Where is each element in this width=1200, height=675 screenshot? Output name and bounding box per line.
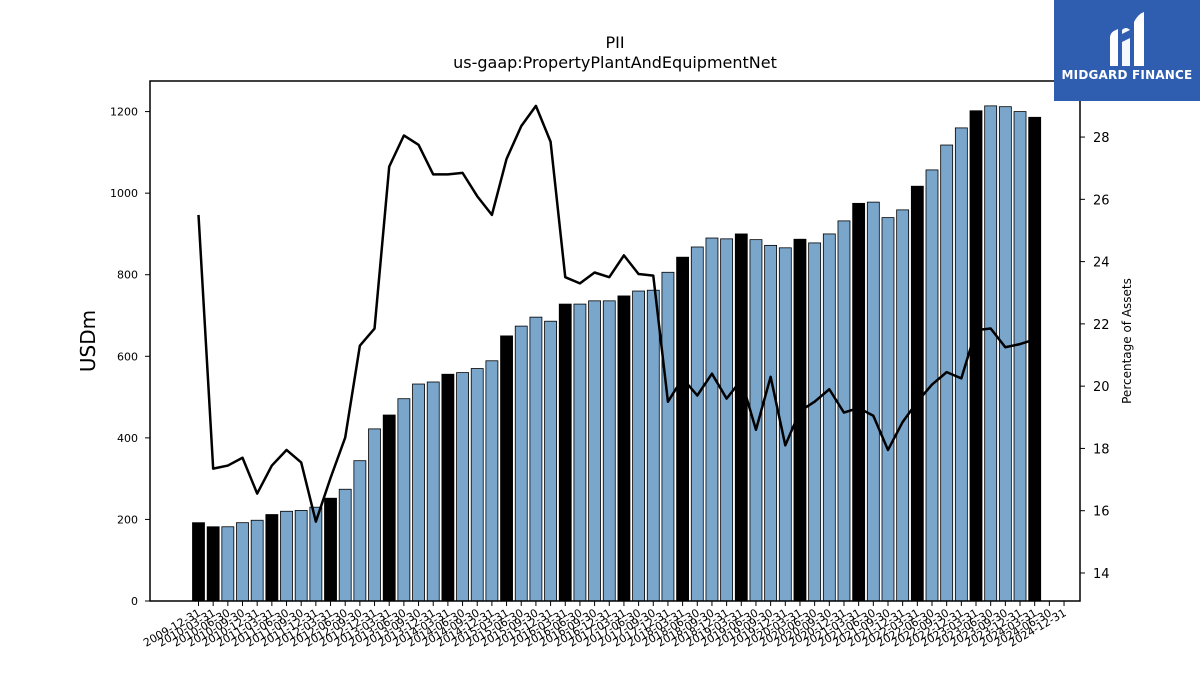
y2-tick-label: 28 (1093, 131, 1110, 146)
plot-frame (149, 80, 1081, 602)
bar-2011-03-31 (265, 514, 279, 602)
midgard-finance-logo: MIDGARD FINANCE (1054, 0, 1200, 101)
bar-2023-09-30 (998, 106, 1012, 602)
bar-2014-03-31 (441, 373, 455, 602)
bar-2016-12-31 (602, 300, 616, 602)
bar-2016-06-30 (573, 303, 587, 602)
bar-2021-03-31 (852, 202, 866, 602)
bar-2018-03-31 (676, 256, 690, 602)
left-axis: 0 200 400 600 800 1000 1200 (110, 106, 150, 608)
chart-subtitle: us-gaap:PropertyPlantAndEquipmentNet (453, 53, 777, 72)
bar-2010-09-30 (236, 522, 249, 602)
logo-text: MIDGARD FINANCE (1061, 68, 1193, 82)
bar-2010-03-31 (206, 526, 220, 602)
bar-2009-12-31 (192, 522, 205, 602)
bar-2023-03-31 (969, 110, 983, 602)
bar-2021-06-30 (866, 201, 880, 602)
y2-tick-label: 26 (1093, 193, 1110, 208)
y2-tick-label: 16 (1093, 505, 1110, 520)
bar-2014-09-30 (470, 368, 484, 602)
y-tick-label: 400 (117, 432, 138, 445)
y-tick-label: 200 (117, 513, 138, 526)
bar-2016-03-31 (558, 303, 572, 602)
y2-tick-label: 22 (1093, 318, 1110, 333)
bar-2013-03-31 (382, 414, 396, 602)
bar-2021-12-31 (896, 209, 910, 602)
y-axis-label: USDm (76, 310, 100, 372)
bar-2015-06-30 (514, 325, 528, 602)
y-tick-label: 1200 (110, 106, 138, 119)
bar-2018-12-31 (720, 238, 734, 602)
bar-2018-09-30 (705, 237, 719, 602)
bar-2024-03-31 (1028, 116, 1042, 602)
bar-2011-06-30 (280, 510, 293, 602)
bar-2015-03-31 (500, 335, 513, 602)
bar-2019-09-30 (764, 244, 778, 602)
bar-2015-09-30 (529, 316, 543, 602)
y-tick-label: 600 (117, 350, 138, 363)
bar-2021-09-30 (881, 217, 895, 602)
bar-2013-06-30 (397, 398, 411, 602)
bar-series (192, 105, 1042, 602)
bar-2017-12-31 (661, 271, 675, 602)
bar-2017-09-30 (646, 289, 660, 602)
bar-2013-09-30 (412, 383, 425, 602)
y2-tick-label: 14 (1093, 567, 1110, 582)
bar-2019-03-31 (734, 233, 748, 602)
bar-2014-12-31 (485, 360, 499, 602)
x-axis: 2009-12-312010-03-312010-06-302010-09-30… (141, 601, 1069, 650)
bar-2011-09-30 (294, 510, 308, 602)
bar-2020-09-30 (822, 233, 836, 602)
bar-2010-12-31 (250, 519, 264, 602)
bar-2023-12-31 (1013, 111, 1027, 602)
bar-2019-06-30 (749, 239, 763, 602)
bar-2012-03-31 (324, 497, 337, 602)
bar-2016-09-30 (588, 300, 601, 602)
bar-2022-03-31 (910, 185, 924, 602)
y2-axis-label: Percentage of Assets (1120, 278, 1134, 404)
bar-2013-12-31 (426, 381, 440, 602)
bar-2017-06-30 (632, 290, 645, 602)
y-tick-label: 800 (117, 269, 138, 282)
y2-tick-label: 20 (1093, 380, 1110, 395)
bar-2020-06-30 (808, 242, 822, 602)
right-axis: 14 16 18 20 22 24 26 28 (1080, 131, 1110, 582)
bar-2018-06-30 (690, 246, 704, 602)
bar-2014-06-30 (456, 372, 469, 602)
bar-2012-06-30 (338, 488, 352, 602)
bar-2015-12-31 (544, 320, 557, 602)
y-tick-label: 1000 (110, 187, 138, 200)
y-tick-label: 0 (131, 595, 138, 608)
y2-tick-label: 18 (1093, 442, 1110, 457)
bar-2012-09-30 (353, 460, 367, 602)
bar-2010-06-30 (221, 526, 235, 602)
bar-2023-06-30 (984, 105, 998, 602)
line-series (197, 104, 1036, 523)
percentage-of-assets-line (197, 104, 1036, 523)
bar-2017-03-31 (617, 295, 631, 602)
midgard-logo-icon (1110, 12, 1144, 66)
bar-2012-12-31 (368, 428, 381, 602)
chart-title: PII (605, 33, 624, 52)
y2-tick-label: 24 (1093, 256, 1110, 271)
